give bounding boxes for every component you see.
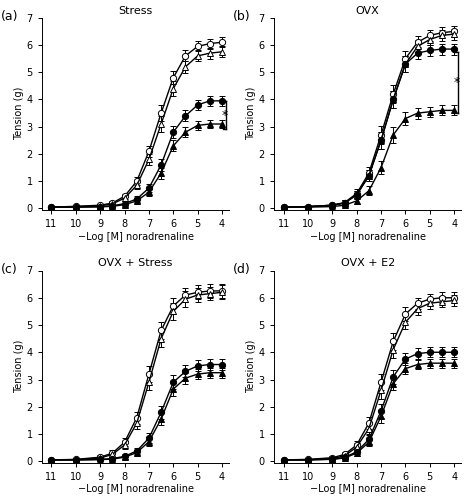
Title: OVX + Stress: OVX + Stress bbox=[99, 258, 173, 268]
Y-axis label: Tension (g): Tension (g) bbox=[14, 340, 24, 394]
X-axis label: −Log [M] noradrenaline: −Log [M] noradrenaline bbox=[310, 484, 425, 494]
Text: (d): (d) bbox=[233, 263, 250, 276]
Text: (b): (b) bbox=[233, 10, 250, 23]
X-axis label: −Log [M] noradrenaline: −Log [M] noradrenaline bbox=[78, 232, 193, 241]
Y-axis label: Tension (g): Tension (g) bbox=[246, 87, 256, 141]
Text: *: * bbox=[453, 76, 460, 89]
Y-axis label: Tension (g): Tension (g) bbox=[14, 87, 24, 141]
Text: *: * bbox=[221, 108, 228, 122]
Text: (a): (a) bbox=[0, 10, 18, 23]
Title: OVX: OVX bbox=[356, 6, 380, 16]
Title: Stress: Stress bbox=[119, 6, 153, 16]
Y-axis label: Tension (g): Tension (g) bbox=[246, 340, 256, 394]
Text: (c): (c) bbox=[0, 263, 17, 276]
Title: OVX + E2: OVX + E2 bbox=[340, 258, 395, 268]
X-axis label: −Log [M] noradrenaline: −Log [M] noradrenaline bbox=[310, 232, 425, 241]
X-axis label: −Log [M] noradrenaline: −Log [M] noradrenaline bbox=[78, 484, 193, 494]
